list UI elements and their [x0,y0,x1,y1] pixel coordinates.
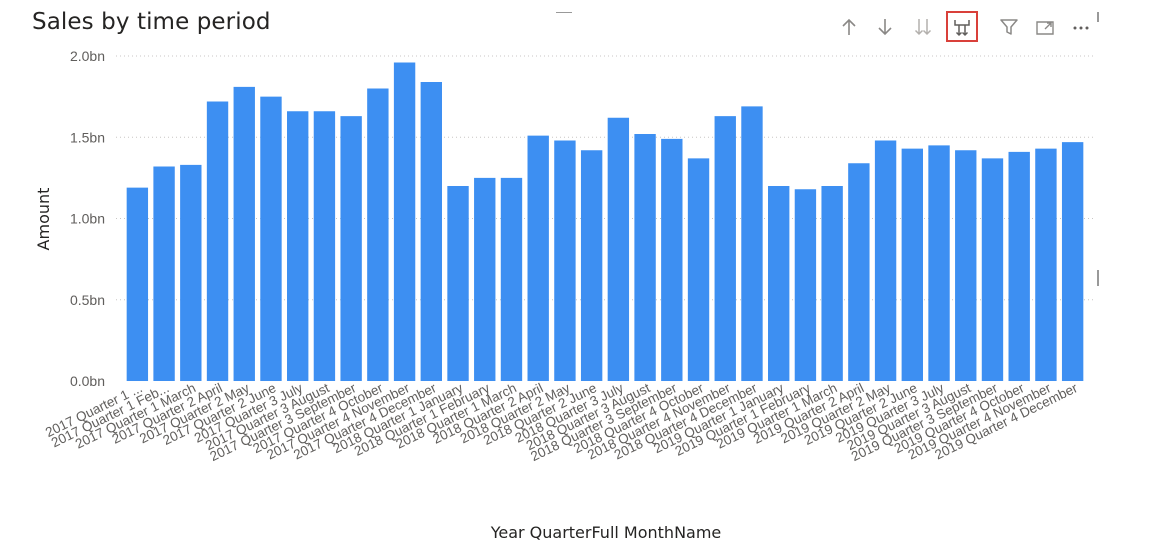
filter-button[interactable] [994,12,1024,42]
bar[interactable] [233,86,255,382]
bar[interactable] [955,150,977,381]
y-tick-label: 2.0bn [70,48,105,64]
bar[interactable] [313,111,336,381]
bar[interactable] [714,116,736,382]
bar[interactable] [901,148,923,382]
bars [126,62,1084,382]
drill-down-button[interactable] [870,12,900,42]
bar[interactable] [554,140,576,382]
focus-mode-icon [1036,21,1054,35]
more-options-icon [1073,26,1089,30]
bar[interactable] [874,140,897,382]
y-tick-label: 1.0bn [70,211,105,227]
bar[interactable] [768,186,790,381]
bar[interactable] [180,164,202,382]
bar[interactable] [794,189,817,381]
bar[interactable] [527,135,549,382]
bar[interactable] [287,111,309,381]
y-tick-label: 0.5bn [70,292,105,308]
bar[interactable] [607,117,630,381]
bar[interactable] [393,62,416,382]
resize-handle-top-right[interactable] [1097,12,1099,22]
expand-all-down-icon [954,19,970,36]
bar[interactable] [500,177,523,382]
bar[interactable] [981,158,1004,381]
drill-down-icon [878,19,892,36]
y-tick-label: 0.0bn [70,373,105,389]
chart-title: Sales by time period [32,9,271,35]
bar[interactable] [126,187,149,382]
y-tick-label: 1.5bn [70,129,105,145]
bar[interactable] [741,106,763,382]
bar[interactable] [367,88,389,382]
y-axis-ticks: 0.0bn 0.5bn 1.0bn 1.5bn 2.0bn [70,48,105,389]
x-axis-ticks: 2017 Quarter 1 ...2017 Quarter 1 Feb...2… [43,380,1080,464]
bar[interactable] [580,150,603,381]
bar[interactable] [1061,142,1084,382]
bar[interactable] [260,96,282,382]
more-options-button[interactable] [1066,12,1096,42]
bar[interactable] [474,177,496,382]
drill-up-icon [842,18,856,35]
filter-icon [1000,19,1018,35]
resize-handle-right[interactable] [1097,270,1099,286]
bar[interactable] [821,186,843,381]
y-axis-title: Amount [34,188,53,251]
bar[interactable] [153,166,175,382]
expand-all-down-button[interactable] [946,11,978,42]
bar[interactable] [206,101,229,382]
drill-up-button[interactable] [834,12,864,42]
focus-mode-button[interactable] [1030,12,1060,42]
resize-handle-top[interactable] [556,12,572,13]
bar[interactable] [420,82,442,381]
bar[interactable] [687,158,710,381]
bar[interactable] [447,186,469,381]
bar[interactable] [634,134,656,381]
gridlines [116,55,1094,301]
bar[interactable] [848,163,870,381]
bar[interactable] [661,138,683,382]
go-to-next-level-button[interactable] [908,12,938,42]
bar[interactable] [928,145,950,382]
bar[interactable] [1035,148,1057,382]
go-to-next-level-icon [914,19,932,36]
bar[interactable] [1008,151,1030,382]
bar[interactable] [340,116,362,382]
x-axis-title: Year QuarterFull MonthName [490,523,722,542]
